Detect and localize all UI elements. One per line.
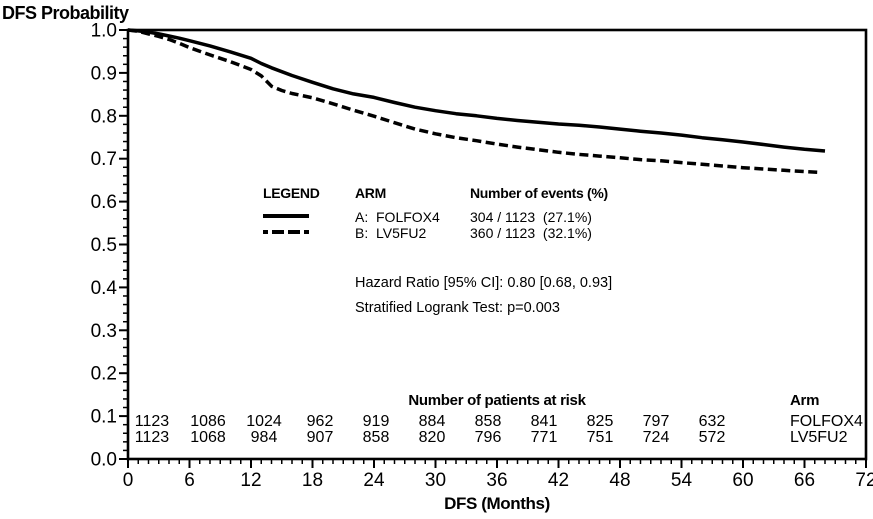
at-risk-count: 572 [698, 429, 726, 446]
x-axis-title: DFS (Months) [444, 494, 550, 513]
at-risk-count: 984 [250, 429, 278, 446]
logrank-test-text: Stratified Logrank Test: p=0.003 [355, 300, 560, 316]
y-axis-major-ticks [119, 29, 128, 460]
series-line-b-lv5fu2 [127, 28, 820, 175]
y-tick-label: 0.5 [91, 235, 117, 256]
legend-dashed-line-sample [263, 230, 309, 234]
at-risk-count: 751 [586, 429, 614, 446]
x-tick-label: 18 [302, 470, 323, 491]
x-tick-label: 54 [671, 470, 693, 491]
legend-arm-a-label: A: FOLFOX4 [355, 209, 440, 225]
y-tick-label: 0.2 [91, 364, 117, 385]
y-tick-label: 0.6 [91, 192, 117, 213]
at-risk-count: 858 [474, 413, 502, 430]
x-tick-label: 66 [794, 470, 815, 491]
x-tick-label: 72 [855, 470, 873, 491]
x-axis-tick-labels: 0 6 12 18 24 30 36 42 48 54 60 66 72 [123, 470, 873, 491]
legend-events-header: Number of events (%) [470, 185, 608, 201]
chart-title: DFS Probability [2, 3, 129, 23]
x-tick-label: 42 [548, 470, 569, 491]
at-risk-count: 1123 [134, 413, 170, 430]
at-risk-count: 841 [530, 413, 558, 430]
y-tick-label: 0.7 [91, 149, 117, 170]
at-risk-count: 884 [418, 413, 446, 430]
plot-frame [126, 28, 868, 461]
at-risk-count: 797 [642, 413, 670, 430]
at-risk-arm-lv5fu2: LV5FU2 [790, 429, 848, 446]
at-risk-count: 796 [474, 429, 502, 446]
at-risk-arm-folfox4: FOLFOX4 [790, 413, 863, 430]
legend-events-b-value: 360 / 1123 (32.1%) [470, 225, 592, 241]
at-risk-count: 962 [306, 413, 334, 430]
at-risk-count: 825 [586, 413, 614, 430]
at-risk-count: 858 [362, 429, 390, 446]
x-tick-label: 60 [732, 470, 753, 491]
legend-solid-line-sample [263, 214, 309, 218]
at-risk-count: 919 [362, 413, 390, 430]
at-risk-count: 632 [698, 413, 726, 430]
at-risk-count: 1068 [190, 429, 226, 446]
y-tick-label: 0.0 [91, 450, 117, 471]
at-risk-count: 1024 [246, 413, 282, 430]
y-tick-label: 0.8 [91, 106, 117, 127]
y-tick-label: 0.4 [91, 278, 118, 299]
at-risk-count: 1123 [134, 429, 170, 446]
legend-events-a-value: 304 / 1123 (27.1%) [470, 209, 592, 225]
y-tick-label: 0.1 [91, 407, 117, 428]
at-risk-count: 1086 [190, 413, 226, 430]
x-tick-label: 48 [609, 470, 630, 491]
y-tick-label: 0.3 [91, 321, 117, 342]
legend-arm-header: ARM [355, 185, 386, 201]
y-axis-tick-labels: 1.0 0.9 0.8 0.7 0.6 0.5 0.4 0.3 0.2 0.1 0.0 [91, 21, 118, 471]
legend-header-label: LEGEND [263, 185, 320, 201]
x-tick-label: 12 [240, 470, 261, 491]
x-tick-label: 24 [363, 470, 385, 491]
series-line-a-folfox4 [127, 28, 826, 153]
x-tick-label: 36 [486, 470, 507, 491]
x-tick-label: 0 [123, 470, 134, 491]
x-axis-major-ticks [127, 459, 867, 468]
at-risk-title: Number of patients at risk [408, 392, 586, 409]
at-risk-count: 771 [530, 429, 558, 446]
at-risk-count: 907 [306, 429, 334, 446]
legend-arm-b-label: B: LV5FU2 [355, 225, 427, 241]
at-risk-count: 820 [418, 429, 446, 446]
x-tick-label: 6 [184, 470, 195, 491]
x-tick-label: 30 [425, 470, 446, 491]
at-risk-arm-header: Arm [790, 392, 820, 409]
hazard-ratio-text: Hazard Ratio [95% CI]: 0.80 [0.68, 0.93] [355, 275, 613, 291]
y-tick-label: 0.9 [91, 63, 117, 84]
y-tick-label: 1.0 [91, 21, 117, 42]
at-risk-count: 724 [642, 429, 670, 446]
